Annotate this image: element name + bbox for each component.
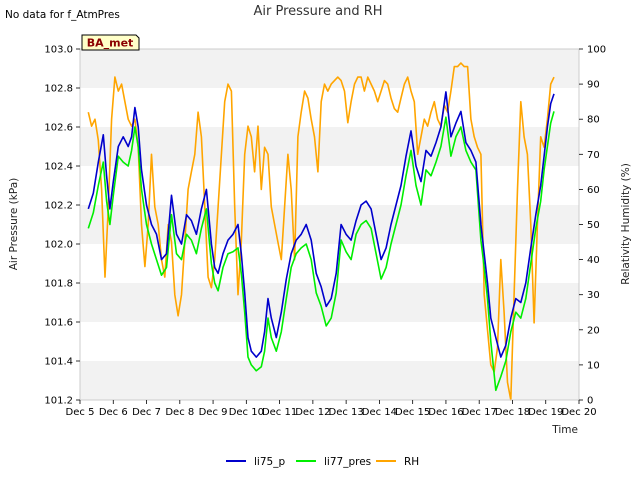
- y-tick-label: 102.0: [44, 240, 73, 251]
- x-tick-label: Dec 11: [262, 407, 297, 418]
- series-line-li77-pres: [87, 111, 555, 392]
- y2-tick-label: 70: [587, 150, 600, 161]
- station-badge: BA_met: [81, 34, 140, 51]
- x-tick-label: Dec 16: [428, 407, 463, 418]
- y-tick-label: 102.2: [44, 201, 73, 212]
- legend-label: RH: [404, 456, 419, 468]
- y-tick-label: 102.6: [44, 123, 73, 134]
- grid-band: [80, 244, 579, 283]
- y-tick-label: 102.8: [44, 84, 73, 95]
- x-axis-title: Time: [551, 424, 578, 436]
- x-tick-label: Dec 18: [495, 407, 530, 418]
- x-tick-label: Dec 15: [395, 407, 430, 418]
- y-tick-label: 101.8: [44, 279, 73, 290]
- x-tick-label: Dec 13: [329, 407, 364, 418]
- y2-axis-title: Relativity Humidity (%): [620, 163, 632, 285]
- x-tick-label: Dec 17: [462, 407, 497, 418]
- x-tick-label: Dec 10: [229, 407, 264, 418]
- y-tick-label: 102.4: [44, 162, 73, 173]
- y2-tick-label: 100: [587, 45, 606, 56]
- y2-tick-label: 90: [587, 80, 600, 91]
- x-tick-label: Dec 6: [99, 407, 128, 418]
- x-tick-label: Dec 5: [66, 407, 95, 418]
- badge-label: BA_met: [87, 37, 134, 50]
- legend-label: li75_p: [254, 456, 285, 468]
- grid-band: [80, 166, 579, 205]
- series-line-rh: [87, 62, 555, 401]
- y2-tick-label: 50: [587, 220, 600, 231]
- y2-tick-label: 0: [587, 396, 593, 407]
- x-tick-label: Dec 9: [199, 407, 228, 418]
- y2-tick-label: 40: [587, 255, 600, 266]
- y2-tick-label: 10: [587, 360, 600, 371]
- x-tick-label: Dec 12: [295, 407, 330, 418]
- y-axis-right: 0 10 20 30 40 50 60 70 80 90 100: [579, 45, 606, 407]
- y-tick-label: 101.4: [44, 357, 73, 368]
- grid-band: [80, 88, 579, 127]
- x-tick-label: Dec 7: [132, 407, 161, 418]
- badge-box: [81, 34, 140, 51]
- y2-tick-label: 20: [587, 325, 600, 336]
- y-tick-label: 103.0: [44, 45, 73, 56]
- grid-band: [80, 205, 579, 244]
- legend-label: li77_pres: [324, 456, 371, 468]
- y2-tick-label: 80: [587, 115, 600, 126]
- plot-background-bands: [80, 49, 579, 400]
- grid-band: [80, 361, 579, 400]
- x-tick-label: Dec 14: [362, 407, 397, 418]
- y-axis-title: Air Pressure (kPa): [8, 178, 20, 271]
- y2-tick-label: 60: [587, 185, 600, 196]
- legend: li75_p li77_pres RH: [226, 456, 419, 468]
- x-tick-label: Dec 20: [561, 407, 596, 418]
- series-layer: [87, 62, 555, 401]
- y-tick-label: 101.2: [44, 396, 73, 407]
- y-axis-left: 101.2 101.4 101.6 101.8 102.0 102.2 102.4 102.6…: [44, 45, 80, 407]
- series-line-li75-p: [87, 91, 555, 358]
- no-data-note: No data for f_AtmPres: [5, 9, 120, 21]
- y2-tick-label: 30: [587, 290, 600, 301]
- grid-band: [80, 127, 579, 166]
- chart-title: Air Pressure and RH: [253, 4, 382, 19]
- x-tick-label: Dec 8: [165, 407, 194, 418]
- grid-band: [80, 49, 579, 88]
- x-tick-label: Dec 19: [528, 407, 563, 418]
- y-tick-label: 101.6: [44, 318, 73, 329]
